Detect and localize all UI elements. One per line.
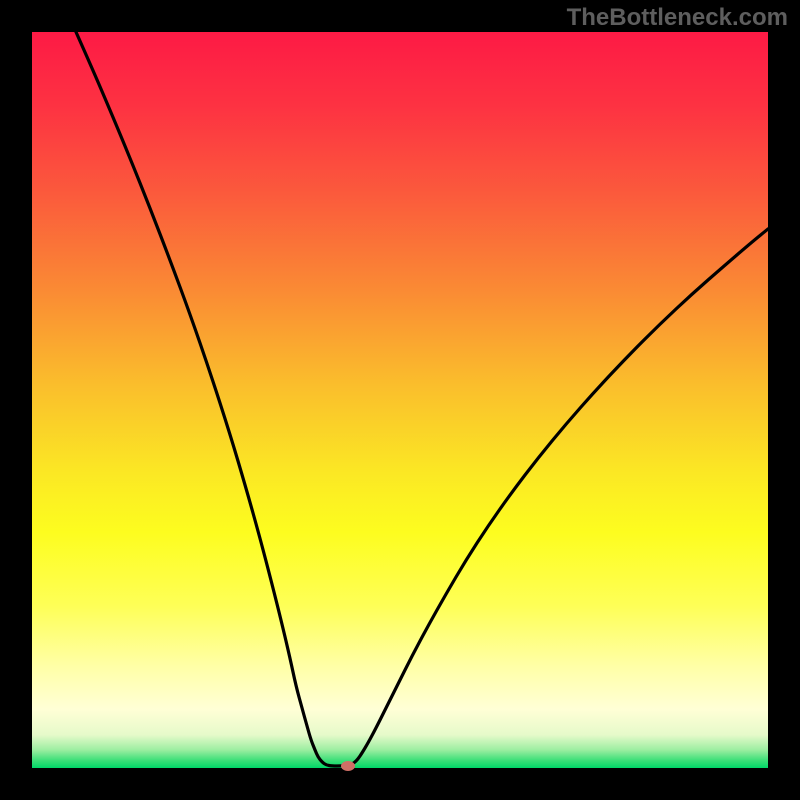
watermark-text: TheBottleneck.com: [567, 4, 788, 32]
optimal-point-marker: [341, 761, 355, 771]
chart-outer-frame: TheBottleneck.com: [0, 0, 800, 800]
curve-layer: [32, 32, 768, 768]
bottleneck-curve: [76, 32, 768, 766]
plot-area: [32, 32, 768, 768]
